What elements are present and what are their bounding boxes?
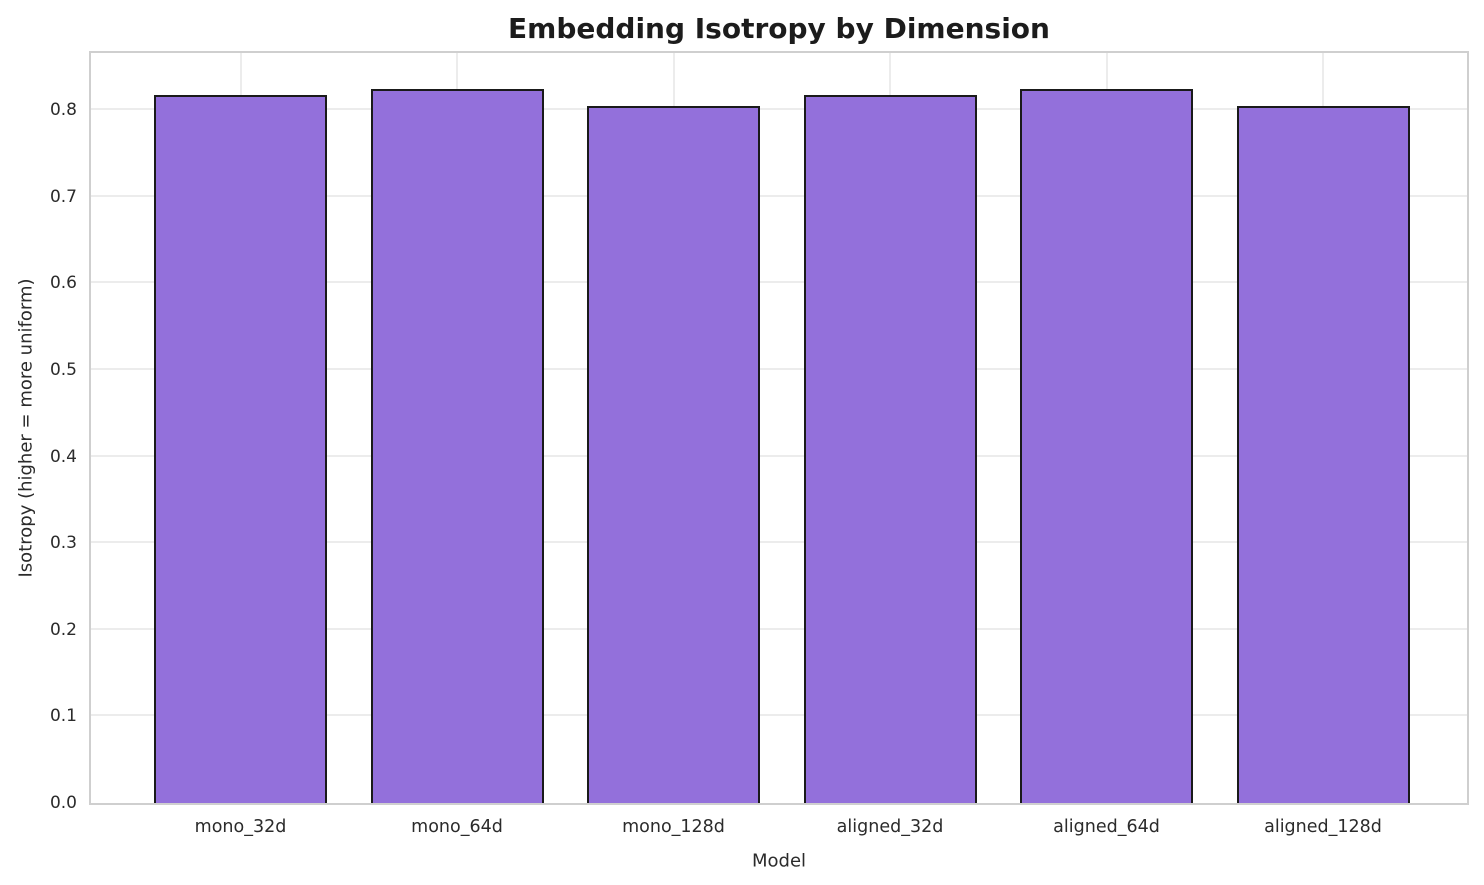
x-tick-label: aligned_32d: [836, 817, 944, 837]
y-gridline: [91, 454, 1467, 457]
plot-area: [89, 51, 1469, 805]
x-tick-label: mono_128d: [622, 817, 725, 837]
x-tick-label: aligned_64d: [1053, 817, 1160, 837]
y-gridline: [91, 627, 1467, 630]
x-tick-label: mono_32d: [194, 817, 287, 837]
y-tick-label: 0.7: [49, 186, 77, 207]
y-tick-label: 0.5: [49, 359, 77, 380]
bar-aligned_64d: [1020, 89, 1193, 803]
y-tick-label: 0.1: [49, 706, 77, 727]
y-tick-label: 0.8: [49, 100, 77, 121]
y-tick-label: 0.4: [49, 446, 77, 467]
bar-mono_128d: [587, 105, 760, 803]
bar-aligned_32d: [803, 94, 977, 803]
y-gridline: [91, 714, 1467, 717]
y-tick-label: 0.3: [49, 533, 77, 554]
y-tick-label: 0.0: [49, 793, 77, 813]
y-gridline: [91, 281, 1467, 284]
y-gridline: [91, 194, 1467, 197]
chart-title: Embedding Isotropy by Dimension: [508, 12, 1050, 45]
x-tick-label: mono_64d: [411, 817, 503, 837]
bar-mono_32d: [154, 94, 327, 803]
y-gridline: [91, 541, 1467, 544]
x-tick-label: aligned_128d: [1264, 817, 1382, 837]
y-gridline: [91, 108, 1467, 111]
y-gridline: [91, 367, 1467, 370]
y-tick-label: 0.6: [49, 273, 77, 294]
bar-aligned_128d: [1236, 105, 1410, 803]
y-tick-label: 0.2: [49, 619, 77, 640]
x-axis-label: Model: [751, 850, 807, 872]
bar-mono_64d: [370, 89, 544, 803]
